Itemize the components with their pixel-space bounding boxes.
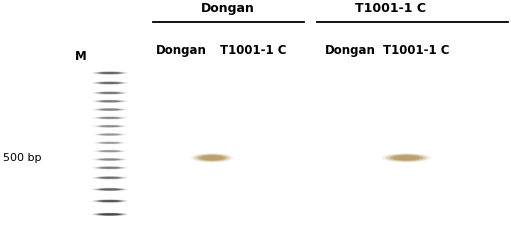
Ellipse shape <box>100 82 120 84</box>
Ellipse shape <box>97 125 123 127</box>
Ellipse shape <box>92 141 128 145</box>
Ellipse shape <box>97 108 123 111</box>
Ellipse shape <box>385 154 427 162</box>
Ellipse shape <box>95 188 125 191</box>
Ellipse shape <box>97 150 123 152</box>
Ellipse shape <box>95 91 125 94</box>
Ellipse shape <box>92 71 128 75</box>
Ellipse shape <box>92 176 128 179</box>
Ellipse shape <box>97 117 123 119</box>
Ellipse shape <box>100 109 120 110</box>
Ellipse shape <box>95 141 125 144</box>
Ellipse shape <box>97 158 123 161</box>
Ellipse shape <box>97 72 123 74</box>
Ellipse shape <box>100 142 120 144</box>
Ellipse shape <box>97 177 123 179</box>
Ellipse shape <box>95 200 125 202</box>
Ellipse shape <box>92 166 128 170</box>
Text: T1001-1 C: T1001-1 C <box>383 44 450 57</box>
Ellipse shape <box>97 200 123 202</box>
Ellipse shape <box>393 155 420 160</box>
Text: 500 bp: 500 bp <box>3 153 41 163</box>
Ellipse shape <box>95 150 125 152</box>
Ellipse shape <box>382 153 431 162</box>
Ellipse shape <box>100 134 120 135</box>
Ellipse shape <box>100 167 120 169</box>
Ellipse shape <box>194 154 230 162</box>
Ellipse shape <box>389 155 424 161</box>
Ellipse shape <box>97 100 123 102</box>
Ellipse shape <box>100 158 120 160</box>
Ellipse shape <box>100 92 120 94</box>
Ellipse shape <box>92 100 128 103</box>
Ellipse shape <box>97 142 123 144</box>
Ellipse shape <box>95 213 125 216</box>
Ellipse shape <box>92 213 128 216</box>
Ellipse shape <box>92 116 128 120</box>
Ellipse shape <box>100 200 120 202</box>
Text: Dongan: Dongan <box>200 2 254 15</box>
Ellipse shape <box>92 149 128 153</box>
Ellipse shape <box>100 100 120 102</box>
Ellipse shape <box>95 100 125 103</box>
Ellipse shape <box>95 72 125 74</box>
Ellipse shape <box>100 72 120 74</box>
Text: T1001-1 C: T1001-1 C <box>220 44 286 57</box>
Text: Dongan: Dongan <box>156 44 207 57</box>
Ellipse shape <box>100 117 120 119</box>
Ellipse shape <box>100 177 120 179</box>
Text: M: M <box>75 50 86 63</box>
Ellipse shape <box>92 125 128 128</box>
Text: Dongan: Dongan <box>324 44 376 57</box>
Ellipse shape <box>92 133 128 136</box>
Ellipse shape <box>191 153 234 162</box>
Ellipse shape <box>100 150 120 152</box>
Ellipse shape <box>95 108 125 111</box>
Ellipse shape <box>92 199 128 203</box>
Ellipse shape <box>95 133 125 136</box>
Ellipse shape <box>95 82 125 84</box>
Ellipse shape <box>92 91 128 95</box>
Text: T1001-1 C: T1001-1 C <box>356 2 426 15</box>
Ellipse shape <box>200 155 224 160</box>
Ellipse shape <box>92 188 128 191</box>
Ellipse shape <box>97 82 123 84</box>
Ellipse shape <box>97 188 123 191</box>
Ellipse shape <box>92 81 128 85</box>
Ellipse shape <box>97 167 123 169</box>
Ellipse shape <box>95 176 125 179</box>
Ellipse shape <box>92 108 128 111</box>
Ellipse shape <box>100 188 120 190</box>
Ellipse shape <box>100 125 120 127</box>
Ellipse shape <box>92 158 128 161</box>
Ellipse shape <box>197 155 227 161</box>
Ellipse shape <box>95 166 125 169</box>
Ellipse shape <box>95 116 125 119</box>
Ellipse shape <box>95 158 125 161</box>
Ellipse shape <box>100 213 120 215</box>
Ellipse shape <box>95 125 125 128</box>
Ellipse shape <box>97 133 123 136</box>
Ellipse shape <box>97 92 123 94</box>
Ellipse shape <box>97 213 123 216</box>
